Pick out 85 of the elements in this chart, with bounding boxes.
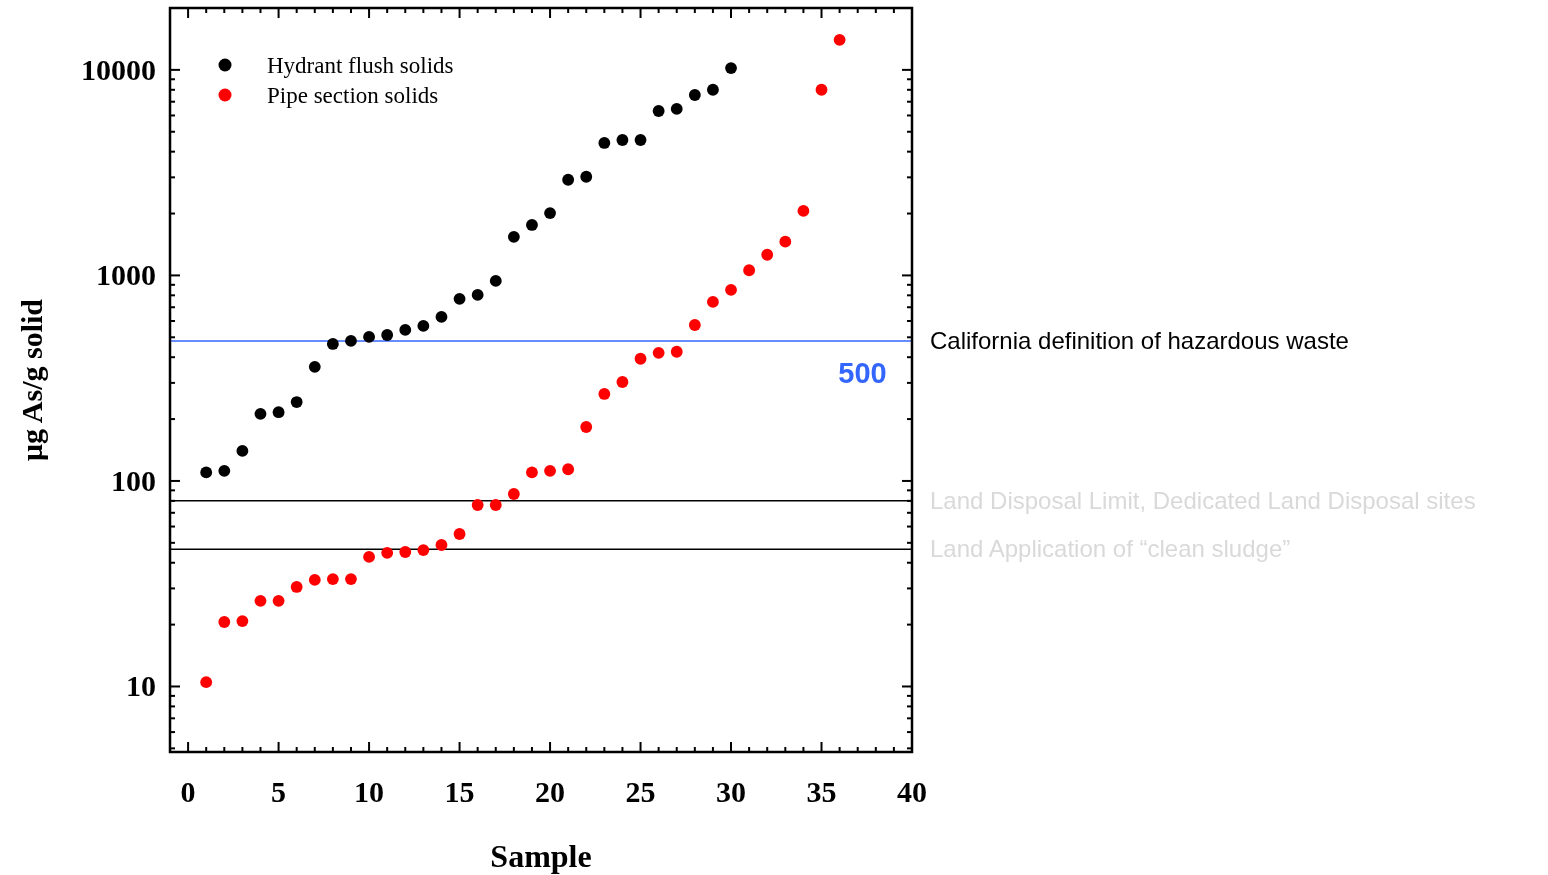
x-tick-label: 40 <box>897 775 927 808</box>
point <box>489 499 502 511</box>
point <box>254 594 267 607</box>
point <box>200 676 213 689</box>
point <box>616 134 629 146</box>
point <box>815 83 828 96</box>
point <box>743 264 756 277</box>
x-axis-title: Sample <box>490 838 592 874</box>
point <box>326 338 339 350</box>
point <box>435 311 448 323</box>
point <box>544 464 556 477</box>
point <box>290 396 303 408</box>
point <box>761 248 774 261</box>
y-tick-label: 1000 <box>96 258 156 292</box>
point <box>779 235 792 248</box>
point <box>308 360 321 373</box>
point <box>652 105 665 117</box>
x-tick-label: 25 <box>625 775 656 808</box>
point <box>399 546 412 558</box>
point <box>707 83 719 96</box>
point <box>381 329 394 341</box>
legend-label: Hydrant flush solids <box>267 53 454 78</box>
point <box>326 573 339 586</box>
x-tick-label: 0 <box>180 775 196 808</box>
point <box>507 230 520 243</box>
point <box>707 296 719 308</box>
y-tick-label: 100 <box>111 463 156 497</box>
legend-label: Pipe section solids <box>267 83 439 108</box>
y-axis-title: μg As/g solid <box>15 298 48 462</box>
point <box>833 33 846 46</box>
point <box>725 62 737 75</box>
point <box>308 574 321 586</box>
point <box>290 581 303 593</box>
point <box>580 421 593 433</box>
point <box>670 102 683 115</box>
point <box>489 275 502 287</box>
point <box>544 207 556 219</box>
point <box>526 219 538 231</box>
point <box>580 170 593 183</box>
point <box>218 464 231 477</box>
y-tick-label: 10 <box>126 669 156 703</box>
x-tick-label: 10 <box>354 775 385 808</box>
ref-line-label: California definition of hazardous waste <box>930 326 1349 354</box>
point <box>381 546 394 559</box>
point <box>417 544 430 556</box>
point <box>399 324 412 336</box>
point <box>634 134 647 146</box>
point <box>598 388 611 400</box>
point <box>218 616 231 628</box>
point <box>616 376 629 388</box>
point <box>598 137 611 149</box>
point <box>652 346 665 359</box>
point <box>272 594 285 607</box>
point <box>363 331 375 343</box>
point <box>688 89 701 101</box>
y-tick-label: 10000 <box>81 52 156 86</box>
point <box>634 352 647 365</box>
point <box>236 615 249 628</box>
point <box>345 335 357 347</box>
point <box>272 406 285 419</box>
x-tick-label: 15 <box>444 775 475 808</box>
point <box>725 284 737 296</box>
point <box>453 528 466 540</box>
point <box>471 288 484 301</box>
point <box>507 488 520 500</box>
point <box>526 466 538 479</box>
x-tick-label: 35 <box>806 775 837 808</box>
point <box>200 466 213 479</box>
point <box>453 292 466 305</box>
annotation: 500 <box>838 356 887 389</box>
point <box>688 319 701 331</box>
x-tick-label: 30 <box>716 775 747 808</box>
point <box>345 573 357 586</box>
point <box>236 445 249 457</box>
point <box>797 204 810 217</box>
point <box>417 319 430 332</box>
x-tick-label: 5 <box>271 775 287 808</box>
point <box>435 539 448 551</box>
point <box>670 345 683 358</box>
x-tick-label: 20 <box>535 775 566 808</box>
point <box>363 551 375 563</box>
point <box>562 173 575 186</box>
point <box>254 407 267 420</box>
point <box>562 463 575 476</box>
point <box>471 499 484 511</box>
